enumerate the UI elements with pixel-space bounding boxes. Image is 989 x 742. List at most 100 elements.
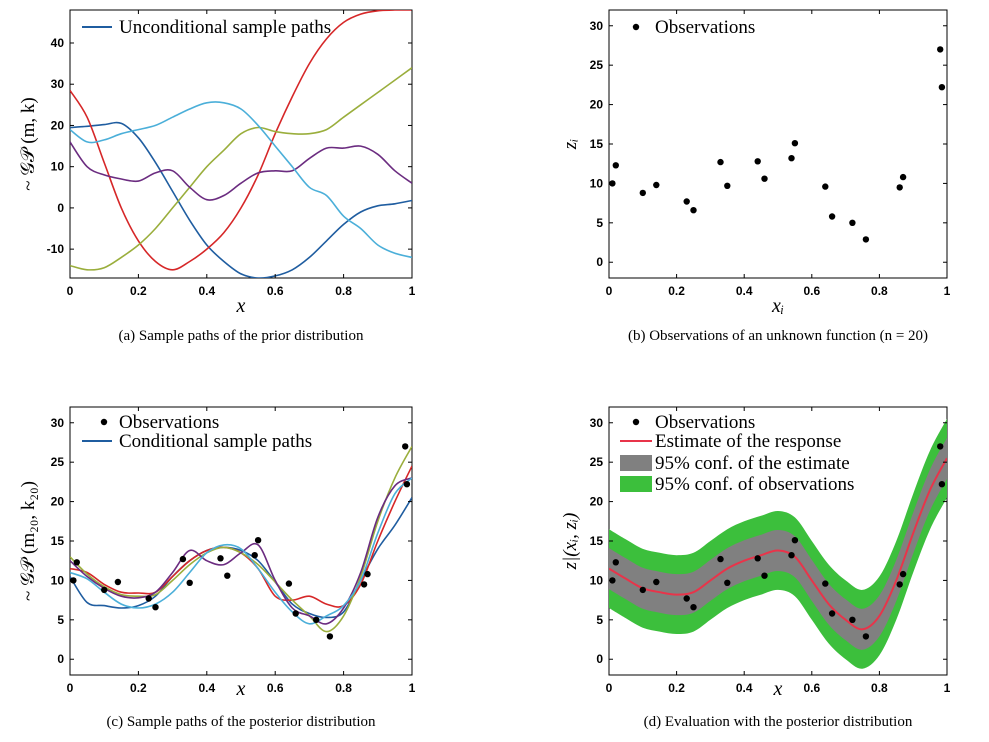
observation-point	[186, 579, 193, 586]
observation-point	[653, 578, 660, 586]
x-tick-label: 0.2	[130, 681, 147, 695]
observation-point	[639, 586, 646, 594]
x-tick-label: 0.2	[130, 284, 147, 298]
plot-content	[70, 446, 412, 633]
caption-c: (c) Sample paths of the posterior distri…	[106, 714, 376, 730]
plot-area-frame	[69, 9, 413, 279]
observation-point	[101, 586, 108, 594]
observation-point	[114, 578, 122, 586]
legend-marker-observations	[100, 418, 108, 426]
legend-label-conf-observations: 95% conf. of observations	[655, 474, 854, 495]
y-tick-label: 5	[596, 216, 603, 230]
legend-label-unconditional: Unconditional sample paths	[119, 17, 331, 38]
x-axis-label: x	[236, 295, 246, 317]
x-tick-label: 0.6	[267, 284, 284, 298]
x-tick-label: 0.4	[198, 284, 215, 298]
observation-point	[828, 213, 836, 220]
x-tick-label: 0.8	[335, 284, 352, 298]
observation-point	[849, 616, 856, 623]
observation-point	[224, 572, 231, 579]
observation-point	[653, 181, 660, 189]
y-tick-label: 30	[51, 416, 65, 430]
y-tick-label: 10	[590, 176, 604, 190]
y-tick-label: 0	[57, 201, 64, 215]
observation-point	[724, 579, 731, 586]
x-tick-label: 0.4	[198, 681, 215, 695]
x-axis-label: xᵢ	[771, 295, 784, 317]
observation-point	[683, 595, 690, 602]
panel-a-prior-sample-paths: 0 0.2 0.4 0.6 0.8 1 -10 0 10 20 30 40 x ~ 𝒢𝒫 (m, k)…	[18, 9, 416, 344]
y-tick-label: 25	[590, 455, 604, 469]
x-axis-label: x	[773, 678, 783, 700]
caption-d: (d) Evaluation with the posterior distri…	[644, 714, 913, 730]
observation-point	[73, 559, 81, 566]
y-tick-label: 0	[596, 652, 603, 666]
x-axis-label: x	[236, 678, 246, 700]
observation-point	[899, 570, 907, 578]
conf-estimate-band	[609, 437, 947, 650]
y-tick-label: 0	[596, 255, 603, 269]
legend-label-observations: Observations	[655, 412, 755, 433]
observation-point	[690, 604, 697, 611]
caption-a: (a) Sample paths of the prior distributi…	[119, 328, 364, 344]
observation-point	[754, 555, 761, 562]
series-line-4	[70, 477, 412, 625]
x-tick-label: 0.4	[736, 284, 753, 298]
y-tick-label: 15	[590, 137, 604, 151]
y-axis-label: z|(xᵢ, zᵢ)	[560, 513, 581, 571]
observation-point	[791, 140, 799, 147]
legend-label-observations: Observations	[655, 17, 755, 38]
legend-label-estimate: Estimate of the response	[655, 431, 841, 452]
observation-point	[292, 610, 299, 617]
x-tick-label: 0.2	[668, 681, 685, 695]
observation-point	[179, 555, 187, 563]
x-tick-label: 0.2	[668, 284, 685, 298]
observation-point	[145, 595, 152, 602]
observation-point	[717, 158, 724, 166]
observation-point	[896, 581, 903, 588]
y-tick-label: 5	[596, 613, 603, 627]
legend: Observations Estimate of the response 95…	[620, 412, 854, 495]
x-tick-label: 0	[606, 681, 613, 695]
y-tick-label: 25	[51, 455, 65, 469]
observation-point	[717, 555, 724, 563]
observation-point	[360, 581, 368, 588]
estimate-line	[609, 457, 947, 631]
series-line-4	[70, 141, 412, 201]
observation-point	[313, 616, 320, 623]
observation-point	[862, 236, 870, 243]
y-tick-label: -10	[47, 242, 65, 256]
observation-point	[690, 207, 697, 214]
x-tick-label: 1	[944, 681, 951, 695]
observation-point	[403, 481, 411, 488]
observation-point	[788, 552, 795, 559]
observation-point	[937, 443, 944, 450]
observation-point	[364, 570, 371, 578]
y-tick-label: 20	[590, 98, 604, 112]
series-line-1	[70, 497, 412, 619]
series-line-5	[70, 477, 412, 625]
observation-point	[683, 198, 690, 205]
observation-point	[899, 173, 907, 181]
series-line-2	[70, 465, 412, 608]
x-tick-label: 0.8	[871, 284, 888, 298]
y-tick-label: 10	[590, 573, 604, 587]
y-tick-label: 15	[590, 534, 604, 548]
y-tick-label: 0	[57, 652, 64, 666]
x-tick-label: 0	[67, 681, 74, 695]
observation-point	[612, 162, 619, 169]
observation-point	[251, 552, 258, 559]
x-tick-label: 0.6	[267, 681, 284, 695]
observation-point	[254, 537, 262, 544]
observation-point	[761, 175, 768, 182]
observation-point	[938, 84, 946, 91]
series-line-3	[70, 67, 412, 271]
observation-point	[788, 155, 795, 162]
observation-point	[937, 46, 944, 53]
x-tick-label: 0.8	[871, 681, 888, 695]
observation-point	[326, 633, 334, 640]
x-tick-label: 0	[606, 284, 613, 298]
observation-point	[152, 604, 159, 611]
